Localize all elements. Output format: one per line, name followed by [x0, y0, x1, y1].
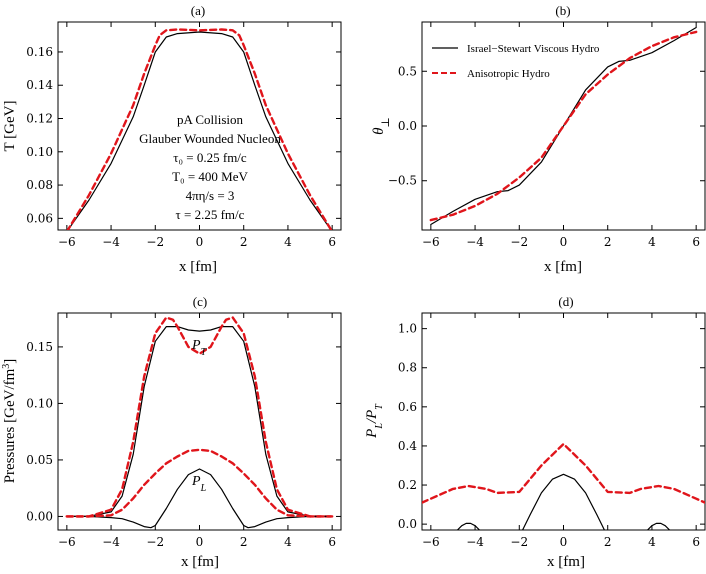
panel-b-label: (b): [555, 3, 570, 18]
panel-a-ylabel: T [GeV]: [2, 101, 18, 152]
series-line-viscous: [67, 31, 332, 230]
panel-c-xlabel: x [fm]: [181, 554, 219, 570]
x-tick-label: 2: [604, 235, 612, 249]
series-line-viscous: [646, 522, 671, 530]
series-line-viscous: [456, 522, 481, 530]
panel-b-marks: −6 −4 −2 0 2 4 6 −0.5 0.0 0.5: [388, 22, 705, 249]
x-tick-label: −4: [102, 235, 120, 249]
series-line-viscous: [521, 473, 606, 530]
y-tick-label: 0.12: [26, 112, 53, 126]
panel-a-label: (a): [191, 3, 205, 18]
x-tick-label: 2: [604, 535, 612, 549]
panel-d-ylabel: PL/PT: [364, 403, 385, 439]
x-tick-label: 4: [648, 235, 656, 249]
y-tick-label: 0.6: [398, 400, 417, 414]
annotation-collision: pA Collision: [177, 112, 244, 127]
panel-b-ylabel: θ⊥: [371, 117, 392, 135]
x-tick-label: −6: [422, 235, 440, 249]
y-tick-label: 0.5: [398, 64, 417, 78]
y-tick-label: 0.16: [26, 45, 53, 59]
series-line-aniso: [66, 28, 333, 230]
y-tick-label: 0.00: [26, 509, 53, 523]
series-line-aniso: [429, 30, 698, 222]
y-tick-label: 0.05: [26, 453, 53, 467]
panel-d-marks: −6 −4 −2 0 2 4 6 0.0 0.2 0.4 0.6 0.8 1.0: [398, 313, 705, 549]
x-tick-label: −2: [146, 235, 164, 249]
series-line-viscous-pt: [66, 326, 333, 518]
x-tick-label: 0: [196, 535, 204, 549]
panel-c-label: (c): [193, 294, 207, 309]
x-tick-label: −4: [466, 535, 484, 549]
panel-d-xlabel: x [fm]: [547, 554, 585, 570]
y-tick-label: 0.10: [26, 396, 53, 410]
series-line-aniso-pl: [65, 448, 334, 518]
y-tick-label: 0.4: [398, 439, 417, 453]
x-tick-label: 6: [692, 535, 700, 549]
y-tick-label: 0.8: [398, 361, 417, 375]
x-tick-label: −4: [102, 535, 120, 549]
panel-d-frame: [421, 312, 706, 531]
panel-b-xlabel: x [fm]: [544, 259, 582, 275]
series-line-viscous-pl: [66, 468, 333, 529]
panel-c-marks: −6 −4 −2 0 2 4 6 0.00 0.05 0.10 0.15: [26, 313, 341, 549]
x-tick-label: 4: [648, 535, 656, 549]
curve-label-pl: PL: [191, 474, 207, 494]
y-tick-label: 0.08: [26, 178, 53, 192]
x-tick-label: −4: [466, 235, 484, 249]
x-tick-label: −2: [510, 235, 528, 249]
annotation-t0: T₀ = 400 MeV: [172, 169, 248, 184]
series-line-aniso-pt: [65, 316, 334, 518]
x-tick-label: 6: [692, 235, 700, 249]
annotation-eta-s: 4πη/s = 3: [186, 188, 235, 203]
panel-b-legend: Israel−Stewart Viscous Hydro Anisotropic…: [432, 43, 600, 80]
x-tick-label: 6: [328, 535, 336, 549]
x-tick-label: 2: [240, 235, 248, 249]
y-tick-label: −0.5: [388, 174, 417, 188]
legend-aniso-label: Anisotropic Hydro: [467, 68, 550, 80]
y-tick-label: 0.10: [26, 145, 53, 159]
curve-label-pt: PT: [191, 338, 208, 358]
x-tick-label: −6: [422, 535, 440, 549]
y-tick-label: 0.06: [26, 211, 53, 225]
panel-d-label: (d): [558, 294, 573, 309]
x-tick-label: −2: [146, 535, 164, 549]
y-tick-label: 0.2: [398, 478, 417, 492]
x-tick-label: 0: [196, 235, 204, 249]
panel-d-ratio: (d) −6 −4 −2 0 2 4 60.00.20.40.60.81.0 x [fm] …: [364, 294, 706, 570]
x-tick-label: −2: [510, 535, 528, 549]
x-tick-label: −6: [58, 235, 76, 249]
legend-viscous-label: Israel−Stewart Viscous Hydro: [467, 43, 600, 55]
x-tick-label: 0: [560, 535, 568, 549]
x-tick-label: −6: [58, 535, 76, 549]
annotation-tau0: τ₀ = 0.25 fm/c: [173, 150, 247, 165]
y-tick-label: 0.14: [26, 78, 53, 92]
panel-a-xlabel: x [fm]: [179, 259, 217, 275]
x-tick-label: 4: [284, 235, 292, 249]
series-line-viscous: [430, 26, 697, 226]
panel-c-ylabel: Pressures [GeV/fm3]: [1, 359, 19, 484]
x-tick-label: 4: [284, 535, 292, 549]
annotation-model: Glauber Wounded Nucleon: [139, 131, 281, 146]
y-tick-label: 0.0: [398, 517, 417, 531]
panel-a-marks: −6 −4 −2 0 2 4 6 0.06 0.08 0.10 0.12 0.14 0.16: [26, 22, 341, 249]
y-tick-label: 0.15: [26, 340, 53, 354]
x-tick-label: 0: [560, 235, 568, 249]
x-tick-label: 6: [328, 235, 336, 249]
x-tick-label: 2: [240, 535, 248, 549]
annotation-tau: τ = 2.25 fm/c: [176, 207, 245, 222]
y-tick-label: 0.0: [398, 119, 417, 133]
panel-b-theta: (b) −6 −4 −2 0 2 4 6 −0.5 0.0 0.5 Israel−Stewart …: [371, 3, 706, 275]
panel-a-annotation: pA Collision Glauber Wounded Nucleon τ₀ …: [139, 112, 281, 222]
panel-c-pressures: (c) −6 −4 −2 0 2 4 6 0.00 0.05 0.10 0.15 PT PL x […: [1, 294, 342, 570]
series-line-aniso: [422, 442, 705, 504]
y-tick-label: 1.0: [398, 322, 417, 336]
panel-a-temperature: (a) −6 −4 −2 0 2 4 6 0.06 0.08 0.10 0.12 0.14 0.16 p…: [2, 3, 342, 275]
